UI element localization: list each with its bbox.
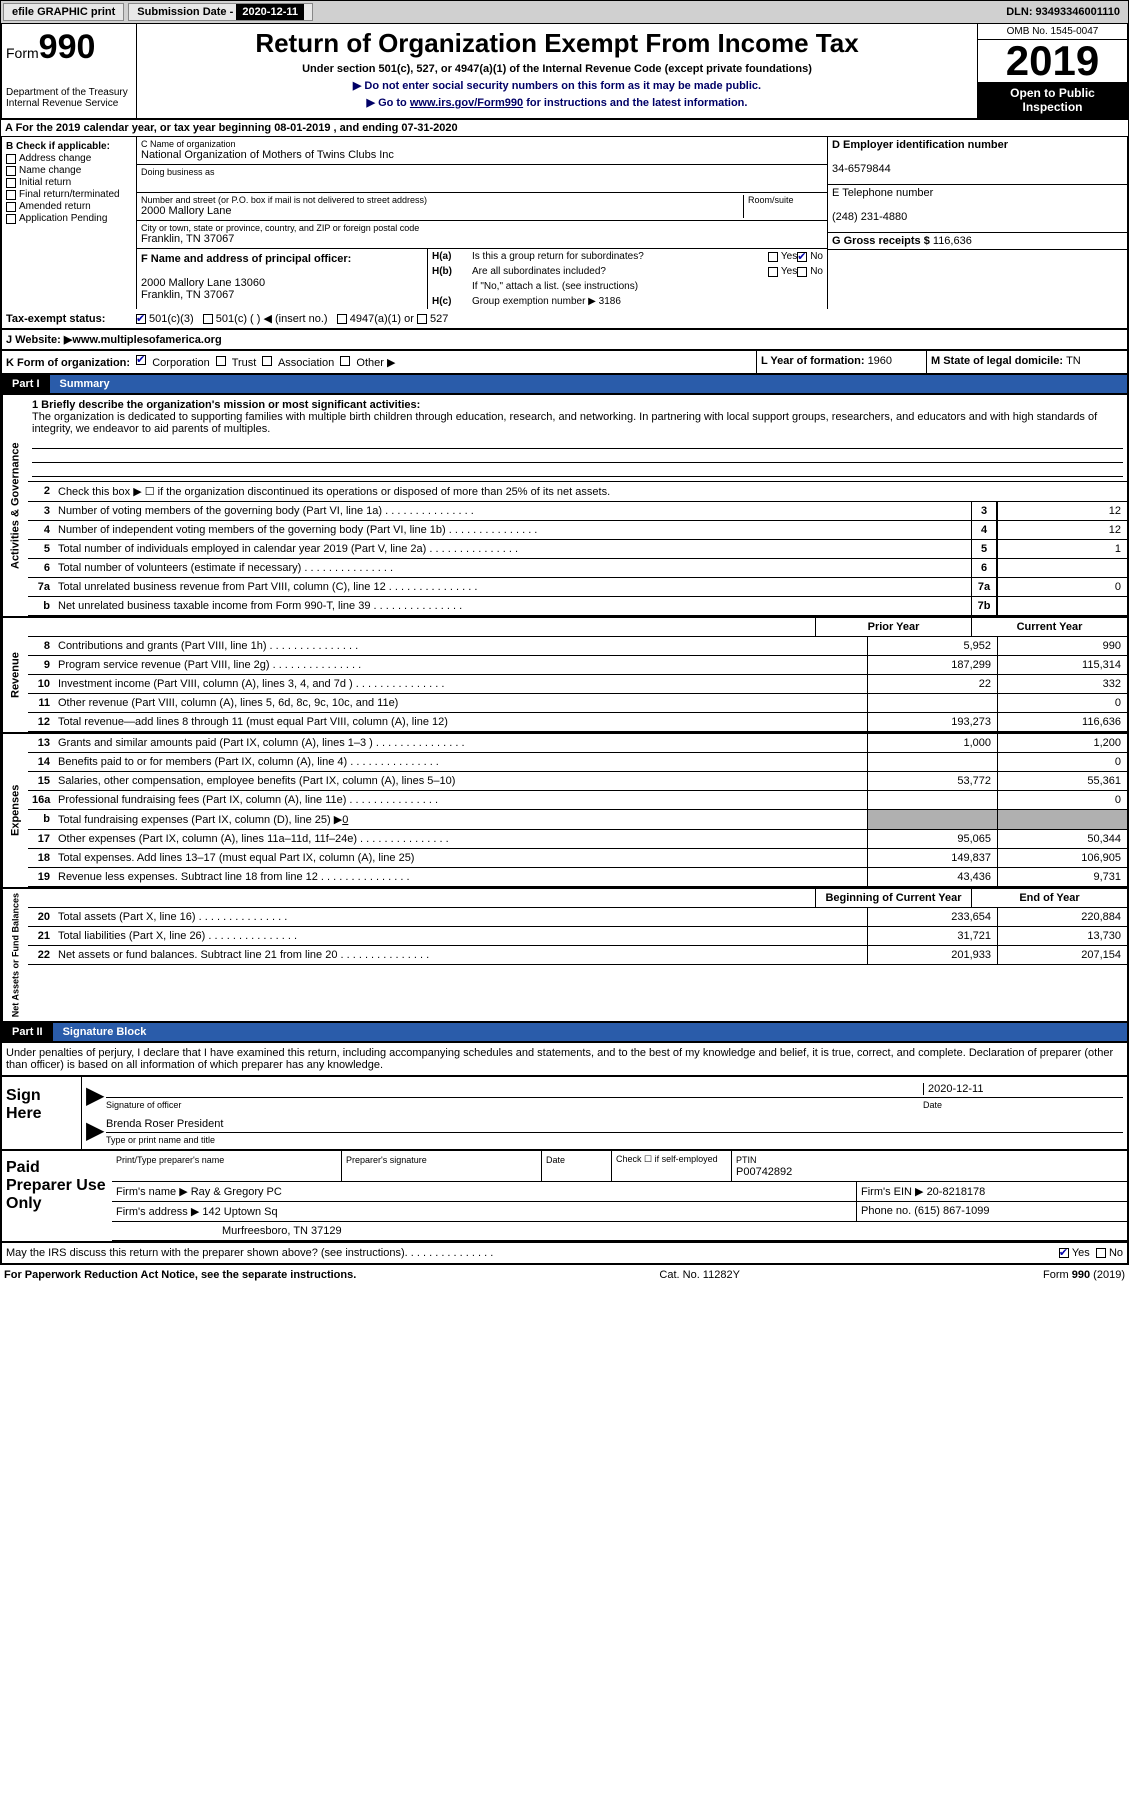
c21: 13,730: [997, 927, 1127, 945]
efile-label: efile GRAPHIC print: [3, 3, 124, 21]
officer-name: Brenda Roser President: [106, 1118, 223, 1130]
ein: 34-6579844: [832, 163, 891, 175]
instructions-link-line: ▶ Go to www.irs.gov/Form990 for instruct…: [141, 96, 973, 109]
officer-address: 2000 Mallory Lane 13060 Franklin, TN 370…: [141, 277, 265, 301]
val-5: 1: [997, 540, 1127, 558]
chk-527[interactable]: [417, 314, 427, 324]
chk-hb-no[interactable]: [797, 267, 807, 277]
form-990-label: Form990: [6, 28, 132, 67]
c9: 115,314: [997, 656, 1127, 674]
c13: 1,200: [997, 734, 1127, 752]
chk-address-change[interactable]: [6, 154, 16, 164]
top-bar: efile GRAPHIC print Submission Date - 20…: [0, 0, 1129, 24]
paperwork-notice: For Paperwork Reduction Act Notice, see …: [4, 1269, 356, 1281]
ptin: P00742892: [736, 1166, 792, 1178]
row-a-period: A For the 2019 calendar year, or tax yea…: [0, 120, 1129, 137]
chk-other[interactable]: [340, 356, 350, 366]
val-3: 12: [997, 502, 1127, 520]
firm-name: Ray & Gregory PC: [191, 1186, 282, 1198]
firm-phone: (615) 867-1099: [914, 1205, 989, 1217]
chk-discuss-no[interactable]: [1096, 1248, 1106, 1258]
chk-ha-yes[interactable]: [768, 252, 778, 262]
group-exemption: Group exemption number ▶ 3186: [472, 296, 621, 307]
chk-assoc[interactable]: [262, 356, 272, 366]
chk-ha-no[interactable]: [797, 252, 807, 262]
col-b-checkboxes: B Check if applicable: Address change Na…: [2, 137, 137, 309]
c22: 207,154: [997, 946, 1127, 964]
c12: 116,636: [997, 713, 1127, 731]
sign-here-label: Sign Here: [2, 1077, 82, 1149]
c20: 220,884: [997, 908, 1127, 926]
c19: 9,731: [997, 868, 1127, 886]
c17: 50,344: [997, 830, 1127, 848]
irs-link[interactable]: www.irs.gov/Form990: [410, 97, 523, 109]
penalty-text: Under penalties of perjury, I declare th…: [0, 1043, 1129, 1077]
chk-app-pending[interactable]: [6, 214, 16, 224]
chk-name-change[interactable]: [6, 166, 16, 176]
org-name: National Organization of Mothers of Twin…: [141, 149, 394, 161]
c11: 0: [997, 694, 1127, 712]
street-address: 2000 Mallory Lane: [141, 205, 232, 217]
submission-label: Submission Date - 2020-12-11: [128, 3, 313, 21]
chk-discuss-yes[interactable]: [1059, 1248, 1069, 1258]
val-7a: 0: [997, 578, 1127, 596]
open-inspection: Open to Public Inspection: [978, 82, 1127, 118]
val-4: 12: [997, 521, 1127, 539]
state-domicile: TN: [1066, 355, 1081, 367]
vert-net-assets: Net Assets or Fund Balances: [2, 889, 28, 1021]
vert-expenses: Expenses: [2, 734, 28, 887]
c16a: 0: [997, 791, 1127, 809]
warning-ssn: ▶ Do not enter social security numbers o…: [141, 79, 973, 92]
form-header: Form990 Department of the Treasury Inter…: [0, 24, 1129, 120]
year-formation: 1960: [868, 355, 892, 367]
firm-address-2: Murfreesboro, TN 37129: [112, 1222, 1127, 1240]
firm-ein: 20-8218178: [927, 1186, 986, 1198]
cat-number: Cat. No. 11282Y: [659, 1269, 740, 1281]
vert-revenue: Revenue: [2, 618, 28, 732]
dln: DLN: 93493346001110: [1006, 6, 1126, 18]
val-7b: [997, 597, 1127, 615]
chk-amended[interactable]: [6, 202, 16, 212]
c18: 106,905: [997, 849, 1127, 867]
form-title: Return of Organization Exempt From Incom…: [141, 28, 973, 59]
gross-receipts: 116,636: [933, 235, 972, 247]
mission-text: The organization is dedicated to support…: [32, 411, 1097, 435]
firm-address: 142 Uptown Sq: [202, 1206, 277, 1218]
vert-activities: Activities & Governance: [2, 395, 28, 616]
form-subtitle: Under section 501(c), 527, or 4947(a)(1)…: [141, 63, 973, 75]
dept-label: Department of the Treasury Internal Reve…: [6, 87, 132, 109]
chk-final-return[interactable]: [6, 190, 16, 200]
chk-hb-yes[interactable]: [768, 267, 778, 277]
city-state-zip: Franklin, TN 37067: [141, 233, 234, 245]
chk-501c[interactable]: [203, 314, 213, 324]
phone: (248) 231-4880: [832, 211, 907, 223]
chk-corp[interactable]: [136, 355, 146, 365]
sig-date: 2020-12-11: [923, 1083, 1123, 1095]
tax-year: 2019: [978, 40, 1127, 82]
c14: 0: [997, 753, 1127, 771]
tax-exempt-label: Tax-exempt status:: [6, 313, 136, 325]
form-footer: Form 990 (2019): [1043, 1269, 1125, 1281]
paid-preparer-label: Paid Preparer Use Only: [2, 1151, 112, 1241]
c15: 55,361: [997, 772, 1127, 790]
chk-4947[interactable]: [337, 314, 347, 324]
c10: 332: [997, 675, 1127, 693]
c8: 990: [997, 637, 1127, 655]
chk-initial-return[interactable]: [6, 178, 16, 188]
website-url: www.multiplesofamerica.org: [72, 334, 221, 346]
chk-trust[interactable]: [216, 356, 226, 366]
val-6: [997, 559, 1127, 577]
chk-501c3[interactable]: [136, 314, 146, 324]
